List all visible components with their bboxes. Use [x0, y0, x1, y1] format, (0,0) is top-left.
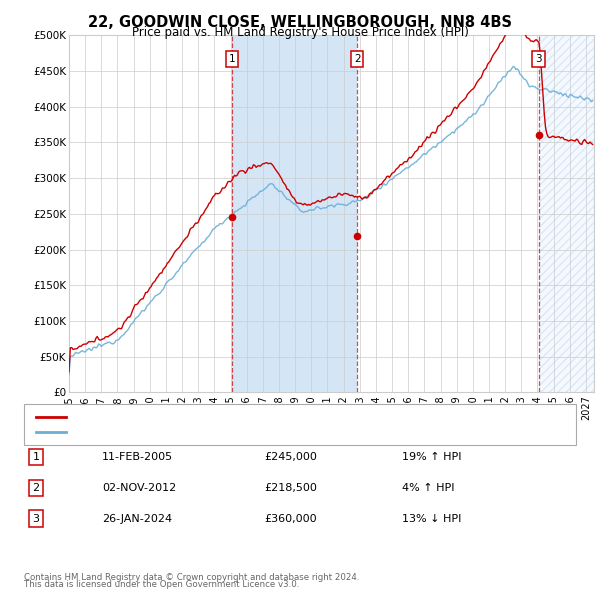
Text: 02-NOV-2012: 02-NOV-2012	[102, 483, 176, 493]
Bar	[232, 35, 357, 392]
Text: HPI: Average price, detached house, North Northamptonshire: HPI: Average price, detached house, Nort…	[75, 428, 395, 437]
Text: 2: 2	[354, 54, 361, 64]
Text: £360,000: £360,000	[264, 514, 317, 523]
Text: 26-JAN-2024: 26-JAN-2024	[102, 514, 172, 523]
Text: Contains HM Land Registry data © Crown copyright and database right 2024.: Contains HM Land Registry data © Crown c…	[24, 573, 359, 582]
Text: 13% ↓ HPI: 13% ↓ HPI	[402, 514, 461, 523]
Text: £218,500: £218,500	[264, 483, 317, 493]
Text: 11-FEB-2005: 11-FEB-2005	[102, 453, 173, 462]
Text: £245,000: £245,000	[264, 453, 317, 462]
Text: 22, GOODWIN CLOSE, WELLINGBOROUGH, NN8 4BS (detached house): 22, GOODWIN CLOSE, WELLINGBOROUGH, NN8 4…	[75, 412, 441, 422]
Text: Price paid vs. HM Land Registry's House Price Index (HPI): Price paid vs. HM Land Registry's House …	[131, 26, 469, 39]
Text: 1: 1	[229, 54, 235, 64]
Text: 1: 1	[32, 453, 40, 462]
Text: 4% ↑ HPI: 4% ↑ HPI	[402, 483, 455, 493]
Bar	[539, 35, 594, 392]
Text: 19% ↑ HPI: 19% ↑ HPI	[402, 453, 461, 462]
Text: 22, GOODWIN CLOSE, WELLINGBOROUGH, NN8 4BS: 22, GOODWIN CLOSE, WELLINGBOROUGH, NN8 4…	[88, 15, 512, 30]
Text: This data is licensed under the Open Government Licence v3.0.: This data is licensed under the Open Gov…	[24, 580, 299, 589]
Text: 3: 3	[32, 514, 40, 523]
Text: 2: 2	[32, 483, 40, 493]
Text: 3: 3	[535, 54, 542, 64]
